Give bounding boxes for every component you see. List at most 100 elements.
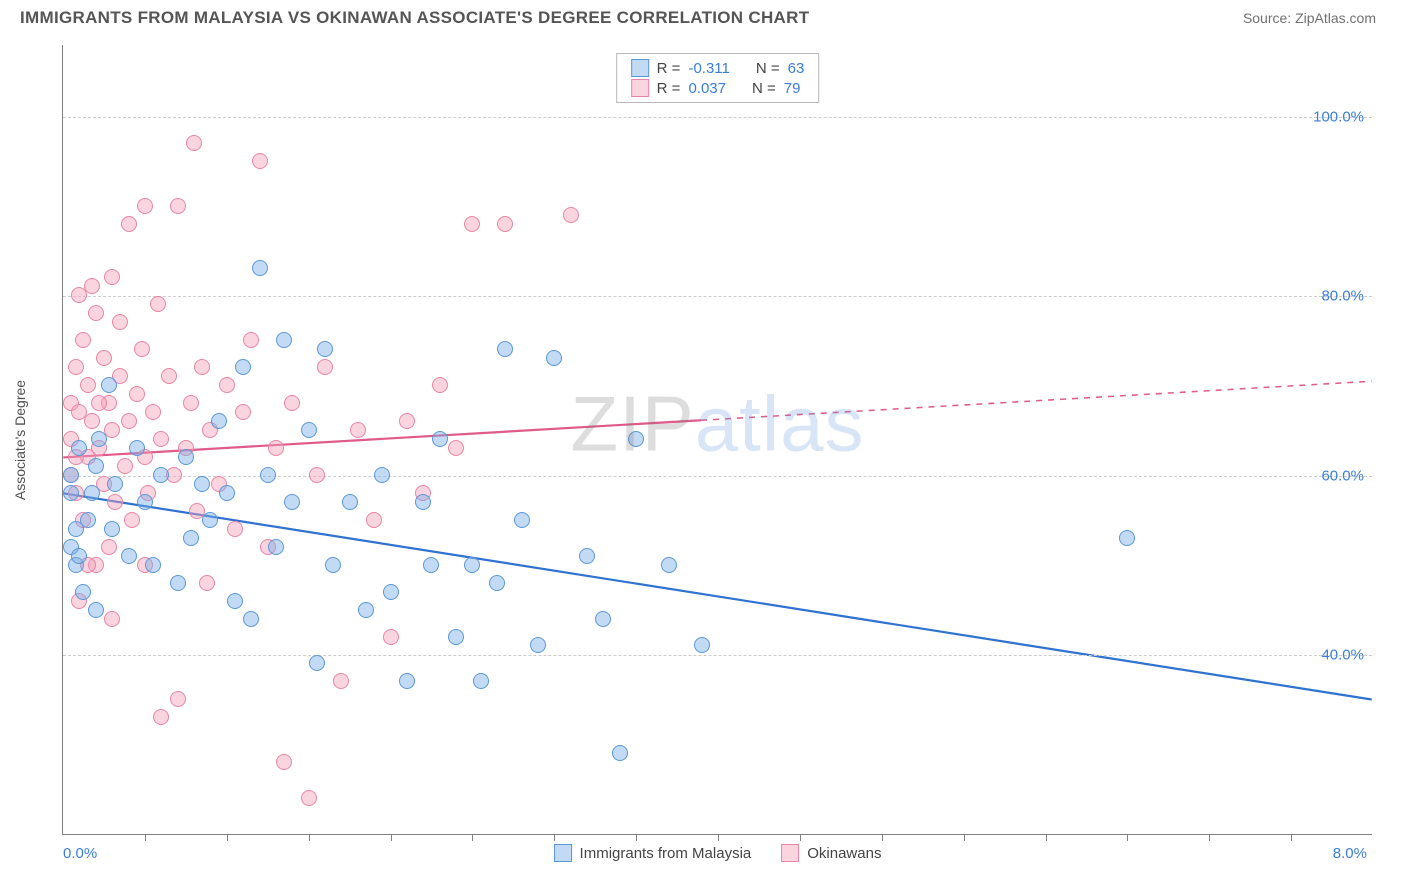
- data-point-okinawans: [68, 359, 84, 375]
- data-point-malaysia: [489, 575, 505, 591]
- data-point-malaysia: [202, 512, 218, 528]
- data-point-okinawans: [104, 269, 120, 285]
- data-point-malaysia: [661, 557, 677, 573]
- data-point-malaysia: [383, 584, 399, 600]
- data-point-malaysia: [342, 494, 358, 510]
- data-point-okinawans: [153, 431, 169, 447]
- data-point-okinawans: [153, 709, 169, 725]
- data-point-okinawans: [161, 368, 177, 384]
- chart-header: IMMIGRANTS FROM MALAYSIA VS OKINAWAN ASS…: [0, 0, 1406, 32]
- x-tick: [309, 834, 310, 841]
- data-point-malaysia: [432, 431, 448, 447]
- data-point-okinawans: [301, 790, 317, 806]
- data-point-okinawans: [91, 395, 107, 411]
- data-point-malaysia: [358, 602, 374, 618]
- data-point-malaysia: [252, 260, 268, 276]
- data-point-malaysia: [183, 530, 199, 546]
- source-name[interactable]: ZipAtlas.com: [1295, 10, 1376, 26]
- data-point-malaysia: [1119, 530, 1135, 546]
- data-point-malaysia: [219, 485, 235, 501]
- x-tick: [391, 834, 392, 841]
- data-point-malaysia: [448, 629, 464, 645]
- data-point-okinawans: [124, 512, 140, 528]
- data-point-okinawans: [121, 413, 137, 429]
- n-label: N =: [756, 60, 780, 77]
- swatch-okinawans: [781, 844, 799, 862]
- data-point-okinawans: [563, 207, 579, 223]
- data-point-okinawans: [101, 539, 117, 555]
- data-point-okinawans: [117, 458, 133, 474]
- data-point-okinawans: [88, 305, 104, 321]
- x-tick: [472, 834, 473, 841]
- data-point-malaysia: [325, 557, 341, 573]
- data-point-okinawans: [268, 440, 284, 456]
- x-tick: [718, 834, 719, 841]
- data-point-okinawans: [333, 673, 349, 689]
- y-tick-label: 60.0%: [1321, 467, 1364, 484]
- data-point-malaysia: [145, 557, 161, 573]
- swatch-okinawans: [631, 79, 649, 97]
- data-point-malaysia: [415, 494, 431, 510]
- legend-item-malaysia: Immigrants from Malaysia: [554, 844, 752, 862]
- data-point-okinawans: [96, 350, 112, 366]
- data-point-malaysia: [80, 512, 96, 528]
- data-point-okinawans: [186, 135, 202, 151]
- x-tick: [145, 834, 146, 841]
- legend-row-okinawans: R = 0.037 N = 79: [631, 78, 805, 98]
- swatch-malaysia: [554, 844, 572, 862]
- data-point-malaysia: [530, 637, 546, 653]
- data-point-okinawans: [317, 359, 333, 375]
- trendline-malaysia: [63, 493, 1371, 699]
- data-point-malaysia: [595, 611, 611, 627]
- data-point-okinawans: [80, 377, 96, 393]
- x-tick: [800, 834, 801, 841]
- data-point-malaysia: [88, 602, 104, 618]
- data-point-okinawans: [432, 377, 448, 393]
- data-point-malaysia: [317, 341, 333, 357]
- data-point-malaysia: [170, 575, 186, 591]
- n-label: N =: [752, 80, 776, 97]
- data-point-malaysia: [694, 637, 710, 653]
- data-point-malaysia: [546, 350, 562, 366]
- legend-row-malaysia: R = -0.311 N = 63: [631, 58, 805, 78]
- data-point-malaysia: [243, 611, 259, 627]
- data-point-malaysia: [260, 467, 276, 483]
- data-point-okinawans: [309, 467, 325, 483]
- data-point-malaysia: [211, 413, 227, 429]
- y-axis-label: Associate's Degree: [12, 380, 28, 500]
- series-label-malaysia: Immigrants from Malaysia: [580, 845, 752, 862]
- data-point-okinawans: [75, 332, 91, 348]
- data-point-okinawans: [199, 575, 215, 591]
- data-point-okinawans: [107, 494, 123, 510]
- data-point-okinawans: [235, 404, 251, 420]
- source-prefix: Source:: [1243, 10, 1295, 26]
- data-point-okinawans: [170, 691, 186, 707]
- data-point-okinawans: [183, 395, 199, 411]
- data-point-okinawans: [243, 332, 259, 348]
- data-point-malaysia: [107, 476, 123, 492]
- data-point-okinawans: [145, 404, 161, 420]
- r-value-malaysia: -0.311: [688, 60, 729, 77]
- x-tick: [1209, 834, 1210, 841]
- data-point-malaysia: [63, 485, 79, 501]
- r-value-okinawans: 0.037: [688, 80, 726, 97]
- chart-title: IMMIGRANTS FROM MALAYSIA VS OKINAWAN ASS…: [20, 8, 809, 28]
- plot-region: ZIPatlas R = -0.311 N = 63 R = 0.037 N =…: [62, 45, 1372, 835]
- data-point-malaysia: [628, 431, 644, 447]
- data-point-malaysia: [178, 449, 194, 465]
- data-point-okinawans: [104, 611, 120, 627]
- x-tick: [636, 834, 637, 841]
- source-attribution: Source: ZipAtlas.com: [1243, 10, 1376, 26]
- x-axis-start: 0.0%: [63, 845, 97, 862]
- watermark-zip: ZIP: [570, 379, 694, 467]
- y-tick-label: 40.0%: [1321, 647, 1364, 664]
- x-tick: [1127, 834, 1128, 841]
- data-point-malaysia: [71, 440, 87, 456]
- data-point-malaysia: [137, 494, 153, 510]
- data-point-okinawans: [399, 413, 415, 429]
- gridline: [63, 117, 1372, 118]
- data-point-malaysia: [88, 458, 104, 474]
- data-point-okinawans: [383, 629, 399, 645]
- x-tick: [964, 834, 965, 841]
- data-point-malaysia: [227, 593, 243, 609]
